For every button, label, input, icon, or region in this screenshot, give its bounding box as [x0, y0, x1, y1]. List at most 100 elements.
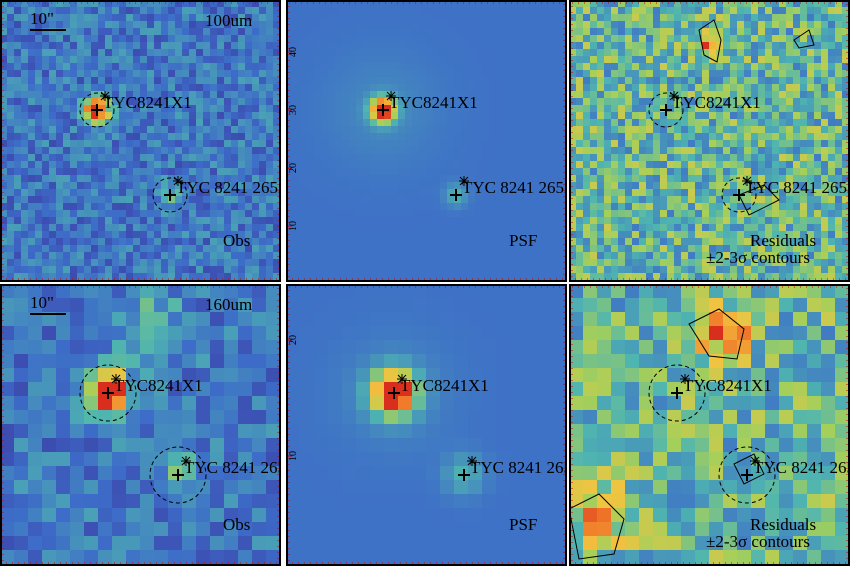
pixel: [105, 140, 113, 148]
pixel: [751, 0, 759, 8]
pixel: [147, 196, 155, 204]
pixel: [273, 28, 281, 36]
pixel: [28, 210, 36, 218]
pixel: [765, 238, 773, 246]
pixel: [307, 56, 315, 64]
pixel: [217, 140, 225, 148]
pixel: [552, 77, 560, 85]
pixel: [161, 119, 169, 127]
pixel: [681, 28, 689, 36]
pixel: [363, 112, 371, 120]
pixel: [391, 91, 399, 99]
pixel: [433, 14, 441, 22]
pixel: [618, 231, 626, 239]
pixel: [482, 245, 490, 253]
pixel: [552, 217, 560, 225]
pixel: [161, 196, 169, 204]
pixel: [688, 245, 696, 253]
pixel: [646, 42, 654, 50]
pixel: [42, 91, 50, 99]
pixel: [779, 49, 787, 57]
pixel: [545, 84, 553, 92]
pixel: [461, 231, 469, 239]
pixel: [688, 42, 696, 50]
pixel: [63, 154, 71, 162]
pixel: [7, 217, 15, 225]
pixel: [335, 14, 343, 22]
pixel: [632, 238, 640, 246]
pixel: [224, 119, 232, 127]
pixel: [307, 119, 315, 127]
pixel: [175, 49, 183, 57]
pixel: [182, 273, 190, 281]
pixel: [7, 77, 15, 85]
pixel: [552, 231, 560, 239]
pixel: [377, 189, 385, 197]
pixel: [35, 14, 43, 22]
pixel: [63, 42, 71, 50]
pixel: [412, 273, 420, 281]
pixel: [314, 140, 322, 148]
pixel: [196, 112, 204, 120]
pixel: [21, 245, 29, 253]
pixel: [695, 28, 703, 36]
pixel: [231, 224, 239, 232]
pixel: [224, 70, 232, 78]
pixel: [91, 196, 99, 204]
pixel: [510, 259, 518, 267]
pixel: [681, 105, 689, 113]
pixel: [475, 63, 483, 71]
pixel: [217, 98, 225, 106]
pixel: [140, 266, 148, 274]
pixel: [597, 42, 605, 50]
pixel: [112, 273, 120, 281]
pixel: [56, 273, 64, 281]
pixel: [545, 70, 553, 78]
pixel: [245, 189, 253, 197]
pixel: [821, 56, 829, 64]
pixel: [342, 0, 350, 8]
pixel: [639, 77, 647, 85]
pixel: [772, 154, 780, 162]
pixel: [63, 238, 71, 246]
pixel: [77, 63, 85, 71]
pixel: [786, 105, 794, 113]
pixel: [709, 147, 717, 155]
pixel: [552, 273, 560, 281]
pixel: [273, 0, 281, 8]
pixel: [604, 84, 612, 92]
pixel: [835, 168, 843, 176]
pixel: [807, 21, 815, 29]
pixel: [405, 147, 413, 155]
pixel: [674, 63, 682, 71]
pixel: [800, 119, 808, 127]
pixel: [765, 175, 773, 183]
pixel: [210, 252, 218, 260]
pixel: [419, 238, 427, 246]
pixel: [772, 126, 780, 134]
pixel: [105, 126, 113, 134]
pixel: [238, 182, 246, 190]
pixel: [224, 35, 232, 43]
pixel: [765, 154, 773, 162]
pixel: [356, 77, 364, 85]
pixel: [286, 119, 294, 127]
pixel: [681, 175, 689, 183]
pixel: [231, 28, 239, 36]
pixel: [293, 189, 301, 197]
pixel: [604, 175, 612, 183]
pixel: [576, 224, 584, 232]
pixel: [245, 0, 253, 8]
pixel: [737, 63, 745, 71]
pixel: [196, 245, 204, 253]
pixel: [625, 259, 633, 267]
pixel: [723, 203, 731, 211]
pixel: [814, 189, 822, 197]
pixel: [716, 168, 724, 176]
pixel: [583, 147, 591, 155]
pixel: [370, 210, 378, 218]
pixel: [604, 252, 612, 260]
pixel: [765, 203, 773, 211]
pixel: [786, 210, 794, 218]
pixel: [182, 147, 190, 155]
